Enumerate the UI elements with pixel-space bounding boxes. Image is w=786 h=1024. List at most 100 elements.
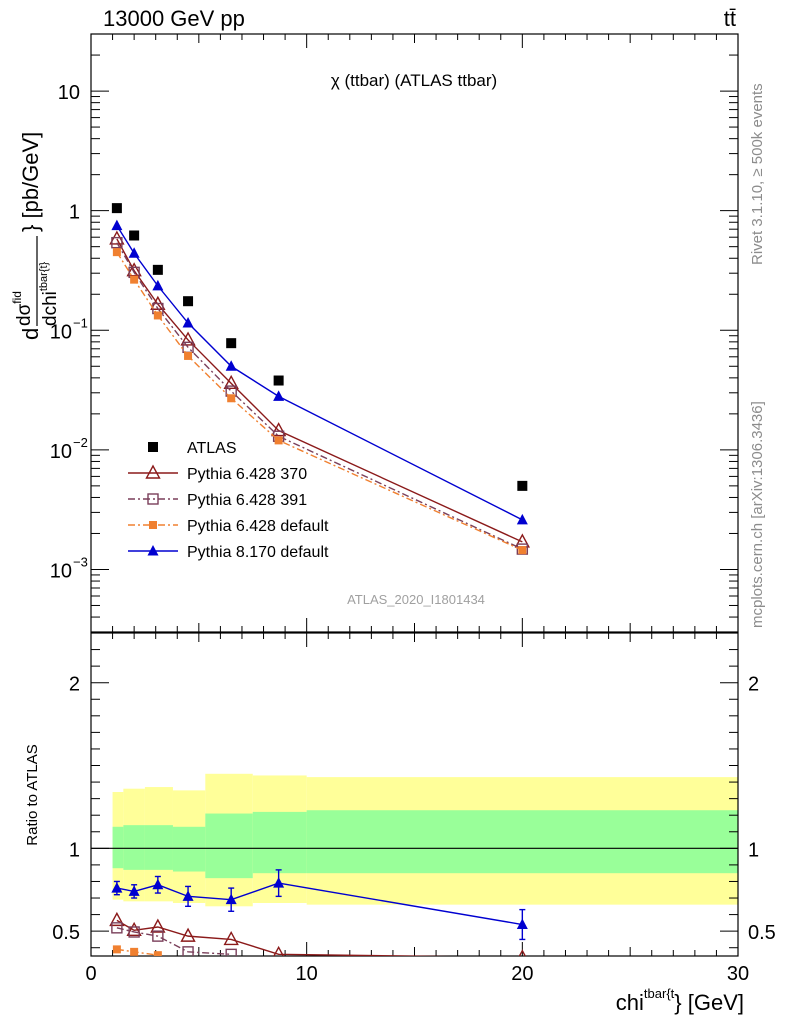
data-point xyxy=(152,264,163,275)
ratio-point xyxy=(182,946,194,956)
legend-entry: Pythia 6.428 391 xyxy=(128,492,307,509)
x-tick-label: 10 xyxy=(296,963,318,985)
plot-title: χ (ttbar) (ATLAS ttbar) xyxy=(331,71,497,90)
svg-text:dσfid: dσfid xyxy=(10,291,35,326)
ratio-y-tick-label: 2 xyxy=(69,674,80,696)
series-line xyxy=(116,242,523,550)
ylabel-num: dσ xyxy=(14,303,35,326)
data-point xyxy=(270,422,287,437)
ratio-series-pythia-8-170-default xyxy=(111,869,528,941)
ratio-point xyxy=(273,945,285,956)
ratio-point xyxy=(111,922,123,934)
legend-label: Pythia 8.170 default xyxy=(187,544,329,561)
data-point xyxy=(153,311,162,320)
svg-text:d: d xyxy=(18,328,43,340)
data-point xyxy=(112,248,121,257)
ratio-point xyxy=(153,951,162,956)
ratio-series xyxy=(109,869,528,956)
y-tick-label: 1 xyxy=(69,202,80,224)
band-inner xyxy=(306,810,738,874)
data-point xyxy=(516,513,528,525)
data-point xyxy=(111,236,123,249)
ratio-series-pythia-6-428-391 xyxy=(111,922,237,956)
ratio-point xyxy=(223,930,239,946)
ratio-point xyxy=(152,930,164,942)
legend-entry: ATLAS xyxy=(148,440,237,457)
series-pythia-8-170-default xyxy=(111,219,528,525)
ratio-point xyxy=(516,918,528,930)
ratio-point xyxy=(152,878,164,890)
ylabel-units: [pb/GeV] xyxy=(18,132,43,219)
series-line xyxy=(116,238,523,543)
data-point xyxy=(274,436,283,445)
data-point xyxy=(111,219,123,231)
y-tick-label: 10 xyxy=(58,82,80,104)
legend-label: Pythia 6.428 391 xyxy=(187,492,307,509)
band-inner xyxy=(123,825,145,870)
legend-marker xyxy=(147,493,159,505)
ratio-y-tick-label: 1 xyxy=(69,839,80,861)
legend-marker xyxy=(149,521,157,529)
series-pythia-6-428-default xyxy=(112,248,527,555)
data-point xyxy=(128,247,140,258)
main-series xyxy=(109,203,531,555)
ratio-point xyxy=(130,947,139,956)
ratio-point xyxy=(180,927,196,942)
data-point xyxy=(517,480,528,491)
analysis-label: ATLAS_2020_I1801434 xyxy=(347,592,485,607)
ylabel-num-sup: fid xyxy=(10,291,24,304)
header-process-label: 13000 GeV pp xyxy=(103,6,245,31)
ylabel-den: dchi xyxy=(40,291,61,326)
ratio-series-pythia-6-428-default xyxy=(112,945,162,956)
legend: ATLAS Pythia 6.428 370 Pythia 6.428 391 Pyt… xyxy=(128,440,329,561)
y-tick-label: 10 xyxy=(50,441,72,463)
legend-label: Pythia 6.428 default xyxy=(187,518,329,535)
ratio-point xyxy=(225,948,237,956)
y-tick-label: 10 xyxy=(50,321,72,343)
x-tick-label: 0 xyxy=(85,963,96,985)
legend-entry: Pythia 6.428 default xyxy=(128,518,329,535)
data-point xyxy=(184,351,193,360)
data-point xyxy=(226,338,237,349)
ratio-line xyxy=(116,927,232,956)
ratio-point xyxy=(112,945,121,954)
y-tick-label-exponent: −1 xyxy=(73,315,88,330)
ylabel-den-sup: tbar{t} xyxy=(38,261,50,291)
ratio-point xyxy=(111,882,123,893)
ratio-point xyxy=(273,877,285,888)
band-inner xyxy=(172,826,206,872)
svg-text:dchitbar{t}: dchitbar{t} xyxy=(38,261,61,326)
series-line xyxy=(116,225,523,521)
y-tick-label-exponent: −3 xyxy=(73,554,88,569)
legend-marker xyxy=(148,442,158,452)
ratio-y-tick-label: 0.5 xyxy=(52,922,80,944)
header-final-state-label: tt̄ xyxy=(724,6,736,31)
x-tick-label: 20 xyxy=(511,963,533,985)
ratio-y-tick-label-right: 1 xyxy=(748,839,759,861)
data-point xyxy=(273,375,284,386)
band-inner xyxy=(112,826,124,869)
data-point xyxy=(518,546,527,555)
data-point xyxy=(183,296,194,307)
series-line xyxy=(116,251,523,551)
legend-label: Pythia 6.428 370 xyxy=(187,466,307,483)
data-point xyxy=(129,230,140,241)
ratio-point xyxy=(128,926,140,938)
y-tick-label-exponent: −2 xyxy=(73,435,88,450)
main-y-axis-label: d dσfid dchitbar{t} } [pb/GeV] xyxy=(10,132,61,340)
ratio-point xyxy=(150,918,166,933)
ratio-point xyxy=(126,921,142,937)
legend-entry: Pythia 6.428 370 xyxy=(128,464,307,483)
series-atlas xyxy=(111,203,528,491)
ratio-point xyxy=(128,885,140,896)
svg-text:} [pb/GeV]: } [pb/GeV] xyxy=(18,132,43,232)
ratio-y-tick-label-right: 2 xyxy=(748,674,759,696)
ratio-point xyxy=(225,893,237,905)
legend-marker xyxy=(147,545,159,556)
ratio-y-tick-label-right: 0.5 xyxy=(748,922,776,944)
data-point xyxy=(111,203,122,214)
x-axis-label: chitbar{t} [GeV] xyxy=(616,986,744,1015)
rivet-label: Rivet 3.1.10, ≥ 500k events xyxy=(749,83,766,265)
